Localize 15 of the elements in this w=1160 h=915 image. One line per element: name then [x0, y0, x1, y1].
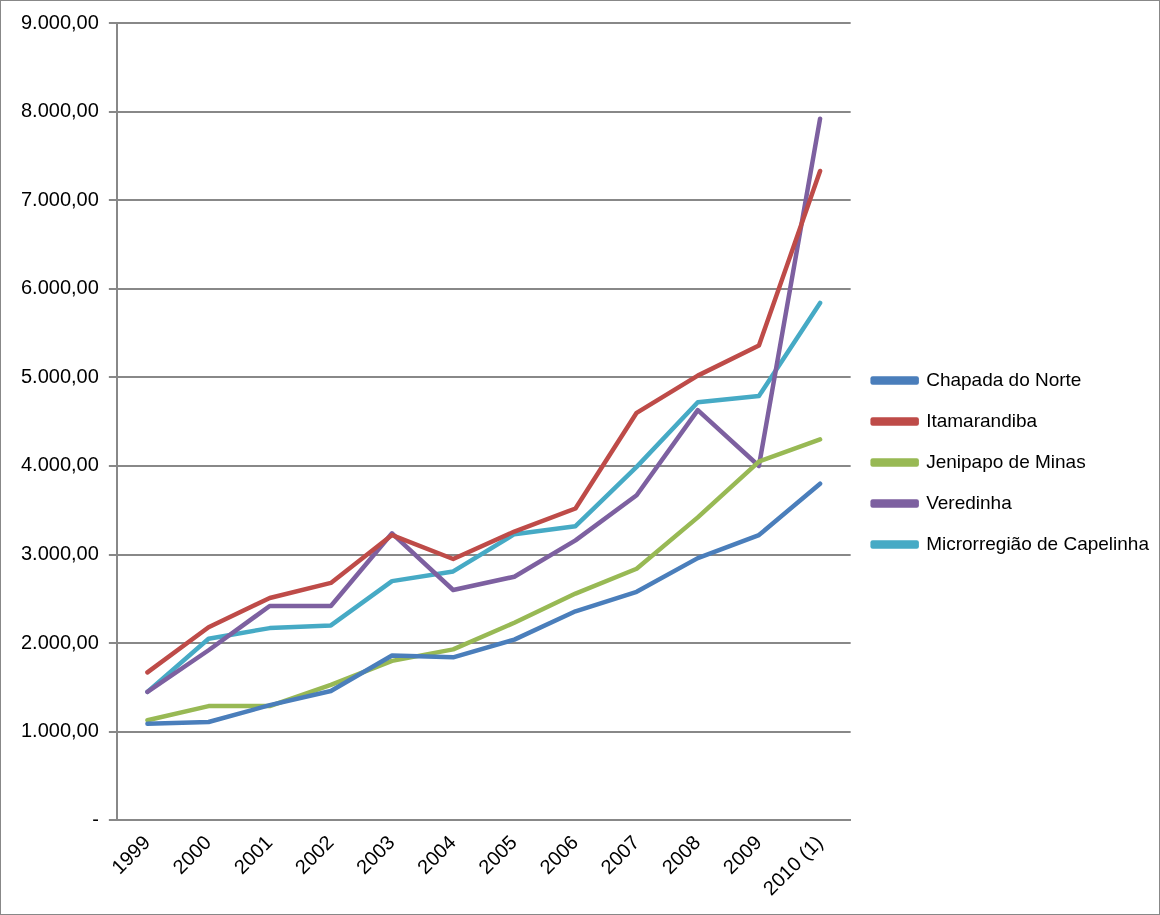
y-tick-label: 8.000,00 — [20, 99, 99, 122]
y-tick-label: - — [92, 807, 99, 830]
y-tick-label: 9.000,00 — [20, 10, 99, 33]
legend-label: Microrregião de Capelinha — [926, 532, 1150, 554]
y-tick-label: 4.000,00 — [20, 453, 99, 476]
y-tick-label: 6.000,00 — [20, 276, 99, 299]
y-tick-label: 7.000,00 — [20, 187, 99, 210]
legend-label: Itamarandiba — [926, 409, 1038, 431]
legend-label: Chapada do Norte — [926, 368, 1082, 390]
legend-label: Jenipapo de Minas — [926, 450, 1086, 472]
legend-label: Veredinha — [926, 491, 1013, 513]
y-tick-label: 3.000,00 — [20, 542, 99, 565]
y-tick-label: 2.000,00 — [20, 630, 99, 653]
y-tick-label: 1.000,00 — [20, 719, 99, 742]
y-tick-label: 5.000,00 — [20, 364, 99, 387]
